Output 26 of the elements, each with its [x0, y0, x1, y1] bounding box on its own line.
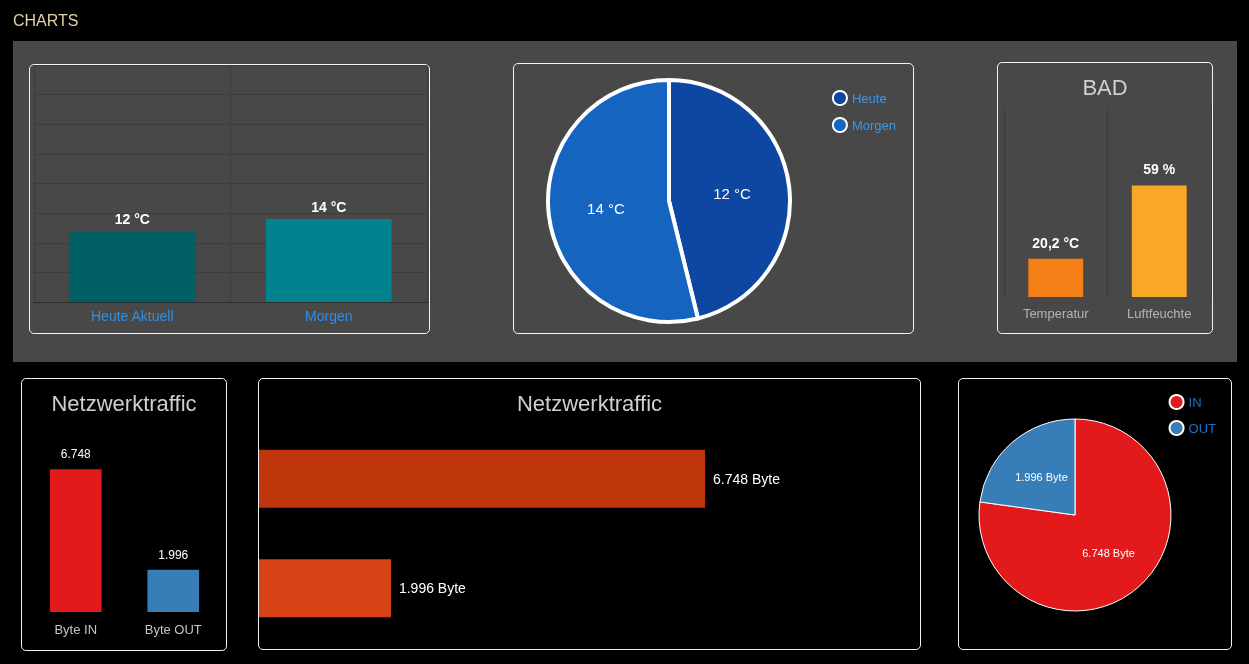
x-tick-label: Byte OUT — [144, 622, 202, 637]
chart-title: Netzwerktraffic — [51, 390, 197, 416]
x-tick-label: Luftfeuchte — [1127, 306, 1192, 321]
data-label: 14 °C — [587, 200, 625, 218]
legend-label: Heute — [851, 90, 887, 106]
text: CHARTS — [13, 12, 79, 30]
x-tick-label: Morgen — [305, 308, 353, 324]
x-tick-label: Byte IN — [54, 622, 98, 637]
data-label: 14 °C — [311, 199, 347, 216]
data-label: 1.996 Byte — [398, 580, 467, 597]
data-label: 59 % — [1143, 161, 1176, 178]
text: Netzwerktraffic — [516, 390, 663, 416]
data-label: 1.996 — [158, 547, 189, 562]
legend-label: IN — [1188, 394, 1202, 410]
chart-title: BAD — [1082, 74, 1128, 100]
data-label: 6.748 Byte — [713, 470, 781, 487]
data-label: 1.996 Byte — [1015, 470, 1068, 483]
data-label: 6.748 — [60, 447, 92, 462]
legend-label: OUT — [1188, 420, 1217, 436]
data-label: 20,2 °C — [1032, 234, 1080, 251]
x-tick-label: Temperatur — [1022, 306, 1090, 321]
data-label: 6.748 Byte — [1082, 547, 1135, 560]
x-tick-label: Heute Aktuell — [91, 308, 174, 324]
legend-label: Morgen — [851, 117, 896, 133]
data-label: 12 °C — [713, 184, 752, 202]
data-label: 12 °C — [114, 210, 150, 227]
